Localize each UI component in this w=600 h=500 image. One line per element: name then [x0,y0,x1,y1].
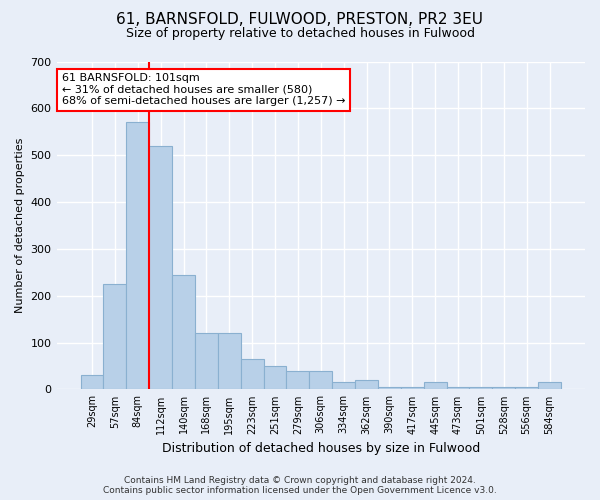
Y-axis label: Number of detached properties: Number of detached properties [15,138,25,313]
Bar [286,370,310,390]
Bar [469,387,493,390]
Bar [310,370,332,390]
Bar [127,122,149,390]
Bar [538,382,561,390]
Bar [332,382,355,390]
Bar [355,380,378,390]
Bar [80,376,103,390]
Bar [241,359,263,390]
X-axis label: Distribution of detached houses by size in Fulwood: Distribution of detached houses by size … [161,442,480,455]
Text: 61 BARNSFOLD: 101sqm
← 31% of detached houses are smaller (580)
68% of semi-deta: 61 BARNSFOLD: 101sqm ← 31% of detached h… [62,73,346,106]
Bar [263,366,286,390]
Bar [218,333,241,390]
Bar [515,387,538,390]
Bar [172,274,195,390]
Bar [103,284,127,390]
Bar [424,382,446,390]
Bar [493,387,515,390]
Text: Contains HM Land Registry data © Crown copyright and database right 2024.
Contai: Contains HM Land Registry data © Crown c… [103,476,497,495]
Text: Size of property relative to detached houses in Fulwood: Size of property relative to detached ho… [125,28,475,40]
Bar [195,333,218,390]
Bar [446,387,469,390]
Bar [149,146,172,390]
Bar [378,387,401,390]
Bar [401,387,424,390]
Text: 61, BARNSFOLD, FULWOOD, PRESTON, PR2 3EU: 61, BARNSFOLD, FULWOOD, PRESTON, PR2 3EU [116,12,484,28]
